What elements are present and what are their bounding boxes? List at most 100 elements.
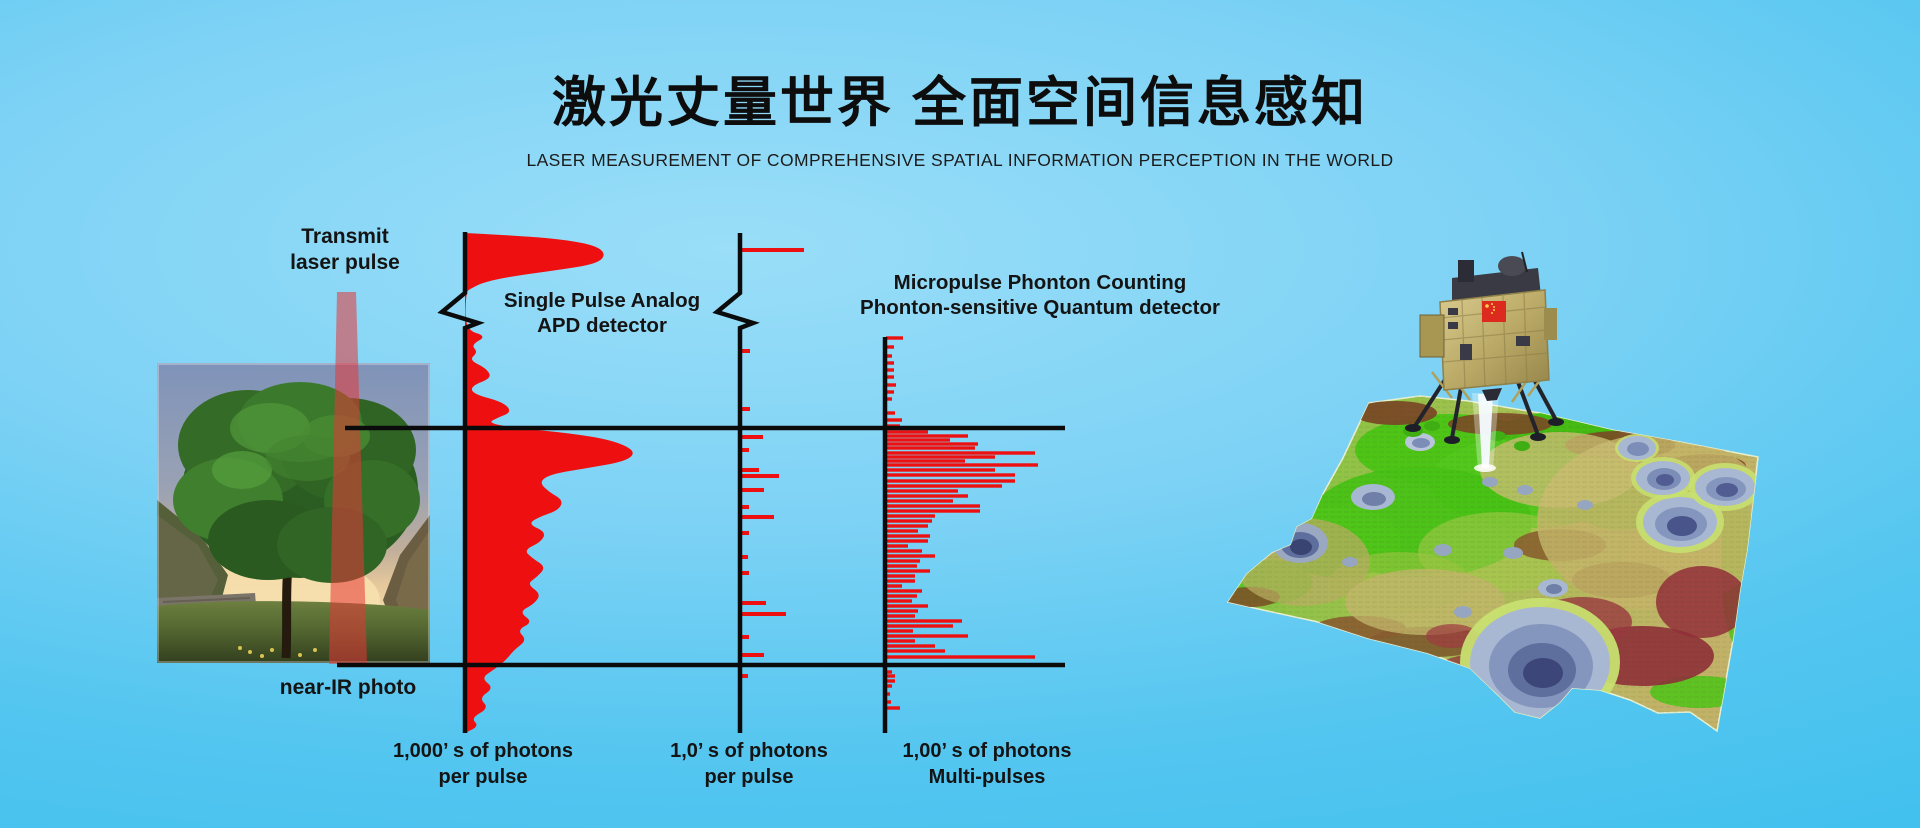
caption2-line2: per pulse xyxy=(704,766,794,788)
photon-return-bar xyxy=(886,383,896,387)
micropulse-sparse-photon-returns-axis xyxy=(712,233,760,733)
near-ir-photo-image xyxy=(157,363,430,663)
photon-return-bar xyxy=(886,534,930,538)
terrain-small-mounds xyxy=(1342,477,1593,618)
photon-return-bar xyxy=(886,354,892,358)
photon-return-bar xyxy=(886,455,995,459)
apd-detector-label-line1: Single Pulse Analog xyxy=(503,289,701,312)
photon-return-bar xyxy=(886,574,915,578)
crater-right-small xyxy=(1615,434,1659,462)
photon-return-bar xyxy=(886,514,935,518)
photon-return-bar xyxy=(886,692,890,696)
lander-antenna xyxy=(1521,251,1528,273)
photon-return-bar xyxy=(886,554,935,558)
crater-right-upper xyxy=(1689,463,1758,511)
lunar-lander xyxy=(1405,251,1564,444)
photons-per-pulse-caption-2: 1,0’ s of photons per pulse xyxy=(629,738,869,790)
caption1-line2: per pulse xyxy=(438,766,528,788)
apd-detector-label-line2: APD detector xyxy=(537,314,667,337)
photon-return-bar xyxy=(886,706,900,710)
photo-flowers xyxy=(238,646,317,658)
photon-return-bar xyxy=(886,390,894,394)
photon-return-bar xyxy=(886,544,908,548)
caption3-line1: 1,00’ s of photons xyxy=(902,740,1072,762)
plot-axes-and-reference-lines xyxy=(337,232,1065,733)
caption2-line1: 1,0’ s of photons xyxy=(670,740,828,762)
photon-return-bar xyxy=(886,594,917,598)
photon-return-bar xyxy=(741,474,779,478)
lander-laser-beam xyxy=(1472,393,1499,472)
photon-return-bar xyxy=(886,684,892,688)
photon-return-bar xyxy=(741,531,749,535)
page-subtitle: LASER MEASUREMENT OF COMPREHENSIVE SPATI… xyxy=(526,150,1394,170)
photon-return-bar xyxy=(886,569,930,573)
lander-top-dome xyxy=(1498,256,1526,276)
photon-return-bar xyxy=(741,571,749,575)
photon-return-bar xyxy=(886,674,895,678)
photon-return-bar xyxy=(886,479,1015,483)
photons-per-pulse-caption-1: 1,000’ s of photons per pulse xyxy=(363,738,603,790)
photon-return-bar xyxy=(886,579,915,583)
photon-return-bar xyxy=(741,407,750,411)
caption3-line2: Multi-pulses xyxy=(928,766,1046,788)
terrain-elevation-map xyxy=(1226,395,1759,733)
photon-return-bar xyxy=(741,468,759,472)
photon-return-bar xyxy=(886,584,902,588)
photon-return-bar xyxy=(886,473,1015,477)
photon-return-bar xyxy=(886,438,950,442)
micropulse-photon-counting-histogram xyxy=(886,336,1038,710)
crater-large-front xyxy=(1460,598,1620,726)
photon-return-bar xyxy=(886,549,922,553)
waveform-plots xyxy=(465,233,1038,733)
lander-engine-nozzle xyxy=(1482,388,1502,401)
photon-return-bar xyxy=(741,653,764,657)
quantum-detector-label: Micropulse Phonton Counting Phonton-sens… xyxy=(820,270,1260,320)
photon-return-bar xyxy=(886,451,1035,455)
photon-return-bar xyxy=(741,488,764,492)
photon-return-bar xyxy=(741,612,786,616)
photon-return-bar xyxy=(886,629,913,633)
photon-return-bar xyxy=(886,639,915,643)
page-title: 激光丈量世界 全面空间信息感知 xyxy=(551,73,1368,133)
lander-side-box-right xyxy=(1544,308,1557,340)
photon-return-bar xyxy=(741,674,748,678)
lander-dark-details xyxy=(1448,308,1530,360)
photon-return-bar xyxy=(886,499,953,503)
lander-top-canister xyxy=(1458,260,1474,282)
laser-beam xyxy=(329,292,367,664)
crater-right-mid xyxy=(1631,457,1695,499)
near-ir-photo-label: near-IR photo xyxy=(279,676,417,699)
photon-return-bar xyxy=(741,601,766,605)
caption1-line1: 1,000’ s of photons xyxy=(392,740,574,762)
quantum-detector-label-line1: Micropulse Phonton Counting xyxy=(893,271,1187,294)
photon-return-bar xyxy=(741,515,774,519)
photon-return-bar xyxy=(886,604,928,608)
photon-return-bar xyxy=(886,524,928,528)
photon-return-bar xyxy=(886,649,945,653)
photon-return-bar xyxy=(886,634,968,638)
photo-border xyxy=(157,363,430,663)
photon-return-bar xyxy=(741,505,749,509)
photon-return-bar xyxy=(886,345,894,349)
photon-return-bar xyxy=(886,599,912,603)
photon-return-bar xyxy=(886,397,892,401)
photon-return-bar xyxy=(886,655,1035,659)
photon-return-bar xyxy=(886,459,965,463)
transmit-label-line2: laser pulse xyxy=(290,250,400,274)
photon-return-bar xyxy=(886,700,891,704)
photo-left-crag-rock xyxy=(157,515,218,612)
photon-return-bar xyxy=(886,494,968,498)
photon-return-bar xyxy=(886,468,995,472)
photon-return-bar xyxy=(886,368,894,372)
photon-return-bar xyxy=(741,448,749,452)
photon-return-bar xyxy=(886,509,980,513)
single-pulse-analog-apd-waveform xyxy=(465,233,633,733)
photon-return-bar xyxy=(886,609,918,613)
crater-small-left-of-lander xyxy=(1405,433,1435,451)
photon-return-bar xyxy=(886,679,895,683)
crater-mound-left xyxy=(1351,484,1395,510)
terrain-craters xyxy=(1272,421,1758,726)
photon-return-bar xyxy=(886,529,918,533)
